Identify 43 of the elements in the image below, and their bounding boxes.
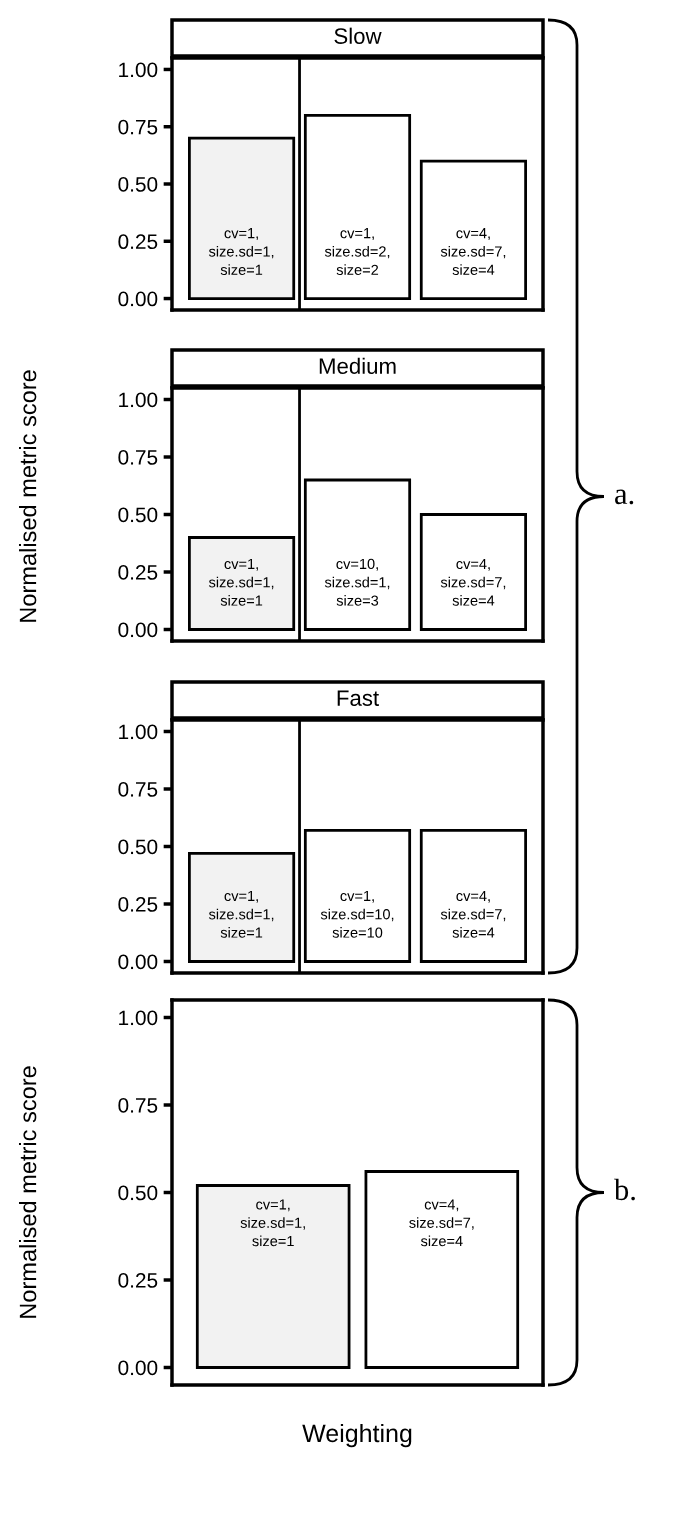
x-tick-label: cv=1, size.sd=1, size=1 [208, 558, 274, 606]
y-tick-label: 1.00 [119, 1010, 158, 1026]
x-tick-label: cv=10, size.sd=1, size=3 [324, 558, 390, 606]
y-tick-label: 0.50 [118, 507, 158, 523]
x-tick-label: cv=4, size.sd=7, size=4 [440, 890, 506, 938]
category-label: cv=4, size.sd=7, size=4 [440, 228, 506, 275]
y-tick-label: 0.25 [118, 1273, 158, 1288]
text: a. [615, 489, 634, 505]
x-tick-label: cv=1, size.sd=10, size=10 [320, 890, 394, 938]
y-tick-label: 1.00 [119, 62, 158, 78]
y-tick-label: 0.00 [118, 291, 158, 307]
y-tick-label: 0.25 [118, 234, 158, 250]
bar [303, 478, 412, 631]
bar [419, 513, 527, 631]
x-tick-label: cv=1, size.sd=1, size=1 [208, 890, 274, 938]
y-tick-label: 1.00 [119, 724, 158, 740]
y-tick-label: 0.00 [118, 954, 158, 970]
bar [188, 536, 296, 631]
y-tick-label: 0.75 [118, 450, 158, 465]
y-tick-label: 0.75 [118, 119, 158, 135]
y-tick-label: 1.00 [119, 392, 158, 408]
y-tick-label: 0.00 [118, 1360, 158, 1376]
x-axis-title: Weighting [302, 1423, 412, 1448]
x-tick-label: cv=4, size.sd=7, size=4 [440, 558, 506, 606]
chart-title: Slow [334, 27, 382, 44]
bar [419, 159, 527, 300]
y-tick-label: 0.75 [118, 1098, 158, 1113]
y-tick-label: 0.75 [118, 782, 158, 797]
chart-title: Fast [337, 690, 379, 706]
bar [303, 113, 412, 300]
chart-title: Medium [319, 357, 396, 374]
y-tick-label: 0.50 [118, 1185, 158, 1201]
y-tick-label: 0.50 [118, 177, 158, 192]
y-tick-label: 0.25 [118, 897, 158, 912]
category-label: cv=1, size.sd=1, size=1 [208, 228, 274, 275]
text: b. [614, 1178, 635, 1201]
y-axis-title: Normalised metric score [19, 370, 37, 622]
y-tick-label: 0.00 [118, 622, 158, 638]
bar [188, 136, 296, 300]
y-tick-label: 0.25 [118, 565, 158, 580]
category-label: cv=1, size.sd=2, size=2 [324, 228, 390, 275]
y-tick-label: 0.50 [118, 839, 158, 855]
y-axis-title: Normalised metric score [19, 1066, 37, 1318]
